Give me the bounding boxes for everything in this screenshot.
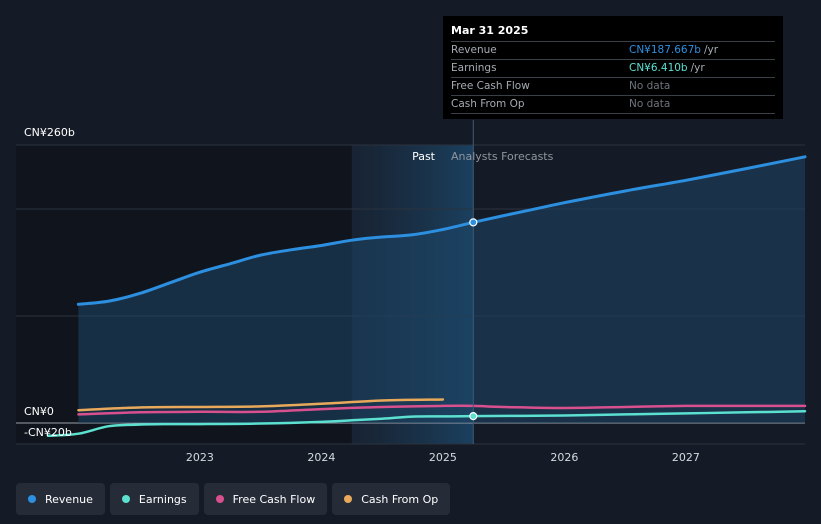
- tooltip-label: Free Cash Flow: [451, 80, 530, 92]
- series-line-cash-from-op: [77, 398, 445, 412]
- legend: Revenue Earnings Free Cash Flow Cash Fro…: [16, 483, 451, 515]
- tooltip: Mar 31 2025 Revenue CN¥187.667b /yr Earn…: [443, 16, 783, 119]
- series-line-free-cash-flow: [77, 404, 807, 416]
- tooltip-unit: /yr: [703, 44, 719, 56]
- tooltip-label: Earnings: [451, 62, 497, 74]
- tooltip-label: Cash From Op: [451, 98, 525, 110]
- tooltip-row-revenue: Revenue CN¥187.667b /yr: [451, 41, 775, 59]
- legend-item-earnings[interactable]: Earnings: [109, 483, 199, 515]
- legend-label: Revenue: [45, 492, 93, 506]
- y-axis-top-label: CN¥260b: [24, 126, 75, 139]
- legend-item-free-cash-flow[interactable]: Free Cash Flow: [203, 483, 328, 515]
- y-axis-zero-label: CN¥0: [24, 405, 54, 418]
- tooltip-label: Revenue: [451, 44, 497, 56]
- tooltip-date: Mar 31 2025: [451, 24, 529, 37]
- forecast-label: Analysts Forecasts: [451, 150, 554, 163]
- tooltip-row-cash-from-op: Cash From Op No data: [451, 95, 775, 114]
- marker-revenue: [469, 218, 478, 227]
- revenue-area: [78, 156, 805, 424]
- marker-earnings: [469, 412, 478, 421]
- tooltip-value: No data: [629, 98, 671, 110]
- legend-label: Earnings: [138, 492, 187, 506]
- legend-dot-icon: [28, 495, 36, 503]
- legend-dot-icon: [344, 495, 353, 503]
- past-label: Past: [412, 150, 436, 163]
- tooltip-value: No data: [629, 80, 671, 92]
- legend-dot-icon: [215, 495, 224, 503]
- x-tick-label: 2024: [307, 451, 335, 464]
- tooltip-unit: /yr: [690, 62, 705, 74]
- legend-label: Free Cash Flow: [232, 492, 316, 506]
- tooltip-row-free-cash-flow: Free Cash Flow No data: [451, 77, 775, 95]
- legend-item-cash-from-op[interactable]: Cash From Op: [332, 483, 451, 515]
- x-tick-label: 2027: [672, 451, 700, 464]
- series-line-revenue: [76, 155, 807, 306]
- x-tick-label: 2026: [550, 451, 578, 464]
- legend-label: Cash From Op: [361, 492, 439, 506]
- x-tick-label: 2025: [429, 451, 457, 464]
- tooltip-row-earnings: Earnings CN¥6.410b /yr: [451, 59, 775, 77]
- x-tick-label: 2023: [186, 451, 214, 464]
- legend-dot-icon: [121, 495, 130, 503]
- tooltip-value: CN¥6.410b: [629, 62, 688, 74]
- series-line-earnings: [46, 409, 807, 438]
- legend-item-revenue[interactable]: Revenue: [16, 483, 105, 515]
- tooltip-value: CN¥187.667b: [629, 44, 701, 56]
- y-axis-bottom-label: -CN¥20b: [24, 426, 72, 439]
